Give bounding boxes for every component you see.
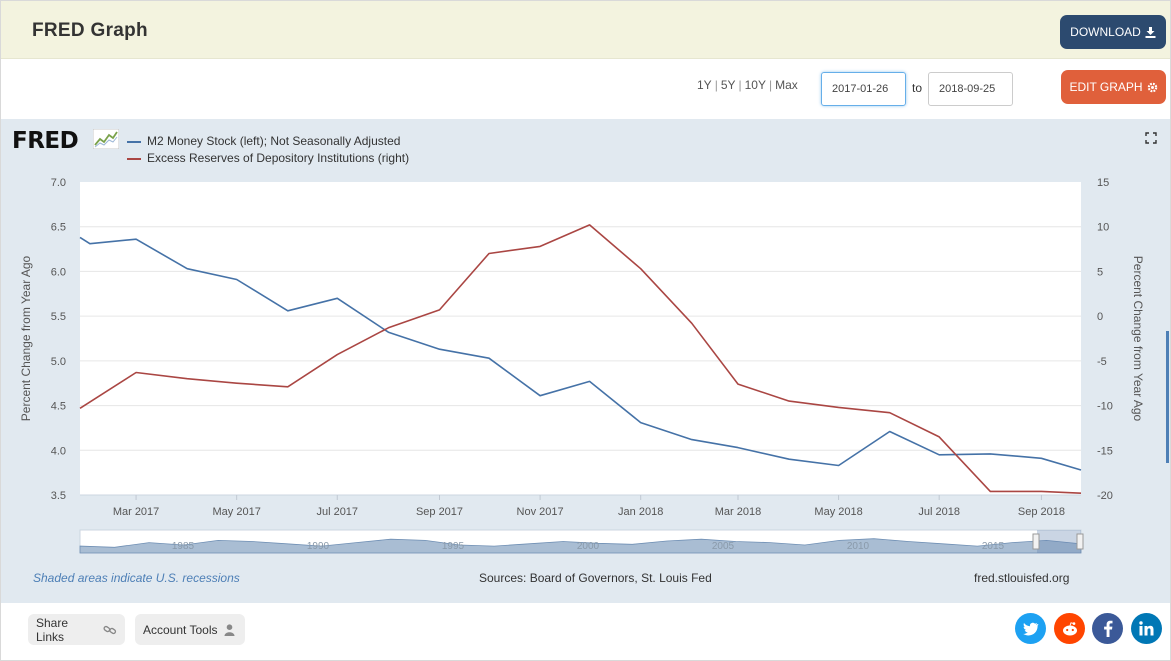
x-axis-tick-label: May 2017 [213,506,261,518]
navigator-handle-left [1032,533,1040,550]
x-axis-tick-label: Jan 2018 [618,506,663,518]
legend-item-m2[interactable]: M2 Money Stock (left); Not Seasonally Ad… [127,133,409,150]
x-axis-tick-label: Sep 2017 [416,506,463,518]
left-axis-tick-label: 3.5 [51,490,66,502]
chart[interactable]: 3.5 -20 4.0 -15 4.5 -10 5.0 -5 5.5 0 6.0 5 6.5 10 7.0 1… [1,1,1170,601]
end-date-input[interactable]: 2018-09-25 [928,72,1013,106]
range-separator: | [714,78,718,92]
right-axis-tick-label: 5 [1097,266,1103,278]
to-label: to [912,81,923,95]
title-bar: FRED Graph DOWNLOAD [1,1,1170,59]
left-axis-tick-label: 4.5 [51,401,66,413]
page-title: FRED Graph [32,20,148,41]
range-separator: | [738,78,742,92]
page-scrollbar[interactable] [1166,331,1169,463]
fred-logo-chart-icon [93,129,119,149]
right-axis-tick-label: -20 [1097,490,1113,502]
left-axis-tick-label: 5.5 [51,311,66,323]
facebook-share-button[interactable] [1092,613,1123,644]
sources-text: Sources: Board of Governors, St. Louis F… [479,571,712,585]
range-1y-link[interactable]: 1Y [697,78,712,92]
range-5y-link[interactable]: 5Y [720,78,736,92]
x-axis-tick-label: May 2018 [814,506,862,518]
legend-swatch-m2 [127,140,141,143]
series-line-m2 [79,236,1082,471]
range-separator: | [768,78,773,92]
range-10y-link[interactable]: 10Y [744,78,766,92]
right-axis-tick-label: -15 [1097,445,1113,457]
x-axis-tick-label: Nov 2017 [517,506,564,518]
right-axis-label: Percent Change from Year Ago [1131,256,1145,422]
left-axis-label: Percent Change from Year Ago [19,255,33,421]
reddit-icon [1062,621,1077,635]
left-axis-tick-label: 7.0 [51,177,66,189]
user-icon [224,623,234,636]
twitter-share-button[interactable] [1015,613,1046,644]
navigator-year-label: 2010 [847,541,870,552]
right-axis-tick-label: 15 [1097,177,1109,189]
edit-graph-label: EDIT GRAPH [1069,80,1143,94]
range-max-link[interactable]: Max [775,78,798,92]
left-axis-tick-label: 5.0 [51,356,66,368]
right-axis-tick-label: -10 [1097,401,1113,413]
navigator-handle-right [1076,533,1084,550]
navigator-year-label: 1990 [307,541,330,552]
left-axis-tick-label: 4.0 [51,445,66,457]
navigator-year-label: 2015 [982,541,1005,552]
edit-graph-button[interactable]: EDIT GRAPH [1061,70,1166,104]
account-tools-button[interactable]: Account Tools [135,614,245,645]
series-line-reserves [79,224,1082,494]
x-axis-tick-label: Mar 2018 [715,506,761,518]
site-credit[interactable]: fred.stlouisfed.org [974,571,1070,585]
navigator-year-label: 1985 [172,541,195,552]
fullscreen-icon[interactable] [1145,132,1157,144]
right-axis-tick-label: 10 [1097,222,1109,234]
x-axis-tick-label: Mar 2017 [113,506,159,518]
x-axis-tick-label: Sep 2018 [1018,506,1065,518]
share-links-button[interactable]: Share Links [28,614,125,645]
linkedin-icon [1139,621,1154,636]
navigator-series-area [79,538,1082,554]
recession-note-link[interactable]: Shaded areas indicate U.S. recessions [33,571,240,585]
range-links: 1Y | 5Y | 10Y | Max [697,78,798,92]
download-label: DOWNLOAD [1070,25,1141,39]
legend-label-m2: M2 Money Stock (left); Not Seasonally Ad… [147,134,401,148]
facebook-icon [1103,620,1112,637]
navigator-selection [1037,530,1081,553]
start-date-input[interactable]: 2017-01-26 [821,72,906,106]
x-axis-tick-label: Jul 2018 [918,506,960,518]
right-axis-tick-label: -5 [1097,356,1107,368]
twitter-icon [1022,622,1038,635]
download-icon [1145,26,1156,38]
reddit-share-button[interactable] [1054,613,1085,644]
legend-swatch-reserves [127,157,141,160]
fred-logo: FRED [12,128,79,154]
download-button[interactable]: DOWNLOAD [1060,15,1166,49]
account-tools-label: Account Tools [143,622,218,637]
left-axis-tick-label: 6.5 [51,222,66,234]
navigator-year-label: 1995 [442,541,465,552]
x-axis-tick-label: Jul 2017 [316,506,358,518]
left-axis-tick-label: 6.0 [51,266,66,278]
linkedin-share-button[interactable] [1131,613,1162,644]
navigator-year-label: 2000 [577,541,600,552]
link-icon [103,625,117,634]
chart-legend: M2 Money Stock (left); Not Seasonally Ad… [127,133,409,167]
legend-item-reserves[interactable]: Excess Reserves of Depository Institutio… [127,150,409,167]
share-links-label: Share Links [36,615,69,644]
right-axis-tick-label: 0 [1097,311,1103,323]
legend-label-reserves: Excess Reserves of Depository Institutio… [147,151,410,165]
gear-icon [1147,82,1157,92]
navigator-year-label: 2005 [712,541,735,552]
